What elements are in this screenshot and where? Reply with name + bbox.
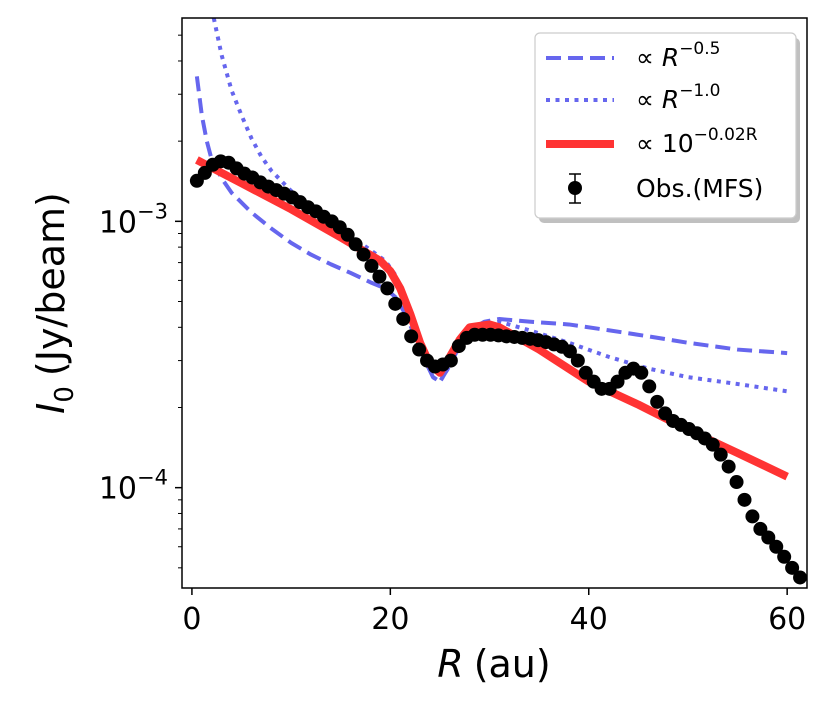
- obs-point: [388, 296, 403, 311]
- obs-point: [737, 492, 752, 507]
- y-tick-label: 10−4: [99, 466, 168, 507]
- y-tick-label: 10−3: [99, 199, 168, 240]
- obs-point: [404, 329, 419, 344]
- x-axis-label: R (au): [437, 642, 550, 686]
- obs-point: [642, 379, 657, 394]
- axis-ticks: [175, 220, 788, 595]
- obs-point: [650, 394, 665, 409]
- obs-point: [372, 269, 387, 284]
- obs-point: [340, 227, 355, 242]
- y-axis-symbol: I: [29, 403, 73, 414]
- y-axis-subscript: 0: [50, 386, 80, 403]
- obs-point: [364, 258, 379, 273]
- x-axis-symbol: R: [437, 642, 463, 686]
- obs-point: [380, 281, 395, 296]
- x-tick-labels: 0 20 40 60: [182, 602, 806, 637]
- obs-point: [356, 247, 371, 262]
- y-axis-unit: (Jy/beam): [29, 192, 73, 376]
- x-tick-label: 0: [182, 602, 201, 637]
- obs-point: [412, 342, 427, 357]
- y-axis-label: I0 (Jy/beam): [29, 192, 80, 414]
- legend: ∝ R−0.5 ∝ R−1.0 ∝ 10−0.02R Obs.(MFS): [534, 32, 800, 223]
- obs-point: [793, 570, 807, 585]
- plot-area: [189, 18, 807, 585]
- obs-point: [745, 509, 760, 524]
- obs-point: [777, 549, 792, 564]
- obs-point: [562, 344, 577, 359]
- x-tick-label: 40: [570, 602, 608, 637]
- obs-point: [570, 353, 585, 368]
- legend-label-solid: ∝ 10−0.02R: [636, 125, 758, 158]
- obs-point: [713, 447, 728, 462]
- obs-point: [634, 365, 649, 380]
- legend-box: [534, 32, 797, 219]
- legend-handle-markers: [568, 173, 582, 204]
- obs-point: [785, 560, 800, 575]
- legend-label-markers: Obs.(MFS): [636, 174, 763, 203]
- x-axis-unit: (au): [474, 642, 551, 686]
- obs-point: [769, 539, 784, 554]
- legend-label-dashed: ∝ R−0.5: [636, 39, 720, 72]
- obs-point: [761, 530, 776, 545]
- obs-point: [396, 311, 411, 326]
- y-tick-labels: 10−3 10−4: [99, 199, 168, 506]
- obs-point: [348, 237, 363, 252]
- x-tick-label: 60: [768, 602, 806, 637]
- obs-point: [443, 353, 458, 368]
- obs-point: [705, 437, 720, 452]
- legend-label-dotted: ∝ R−1.0: [636, 81, 720, 114]
- x-tick-label: 20: [371, 602, 409, 637]
- obs-point: [721, 459, 736, 474]
- plot-frame: [181, 17, 808, 589]
- obs-point: [729, 475, 744, 490]
